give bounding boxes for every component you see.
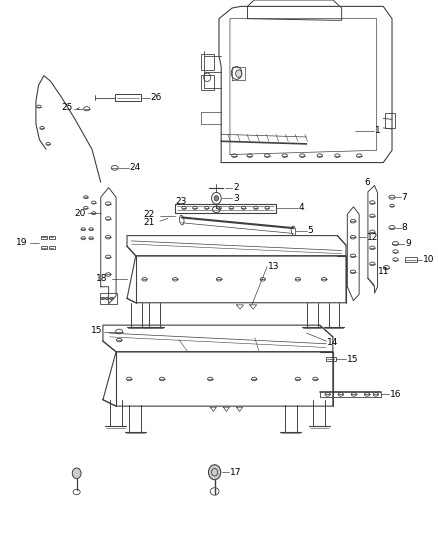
Text: 5: 5 [307, 227, 313, 235]
Text: 9: 9 [405, 239, 411, 248]
Text: 23: 23 [175, 197, 187, 206]
Bar [201, 54, 214, 70]
Bar [100, 293, 117, 304]
Text: 4: 4 [299, 204, 304, 212]
Text: 22: 22 [144, 211, 155, 219]
Text: 13: 13 [268, 262, 279, 271]
Text: 7: 7 [402, 193, 407, 201]
Text: 2: 2 [233, 183, 239, 192]
Bar [115, 94, 141, 101]
Text: 3: 3 [233, 194, 239, 203]
Bar [49, 236, 55, 239]
Ellipse shape [214, 196, 219, 201]
Text: 25: 25 [61, 103, 73, 112]
Text: 6: 6 [364, 178, 370, 187]
Bar [49, 246, 55, 249]
Ellipse shape [72, 468, 81, 479]
Text: 12: 12 [367, 233, 378, 241]
Text: 17: 17 [230, 468, 241, 477]
Bar [385, 113, 395, 128]
Ellipse shape [208, 465, 221, 480]
Text: 21: 21 [144, 219, 155, 227]
Text: 16: 16 [390, 390, 401, 399]
Bar [41, 236, 47, 239]
Text: 15: 15 [347, 355, 358, 364]
Text: 19: 19 [16, 238, 27, 247]
Text: 8: 8 [402, 223, 407, 232]
Text: 10: 10 [423, 255, 434, 264]
Bar [41, 246, 47, 249]
Ellipse shape [236, 70, 242, 77]
Bar [201, 75, 214, 90]
Text: 24: 24 [130, 164, 141, 172]
Text: 11: 11 [378, 268, 389, 276]
Text: 26: 26 [151, 93, 162, 102]
Text: 20: 20 [74, 209, 86, 217]
Text: 18: 18 [95, 274, 107, 282]
Bar [326, 357, 336, 361]
Text: 15: 15 [91, 326, 102, 335]
Bar [405, 257, 417, 262]
Text: 14: 14 [327, 338, 339, 346]
Text: 1: 1 [375, 126, 381, 135]
